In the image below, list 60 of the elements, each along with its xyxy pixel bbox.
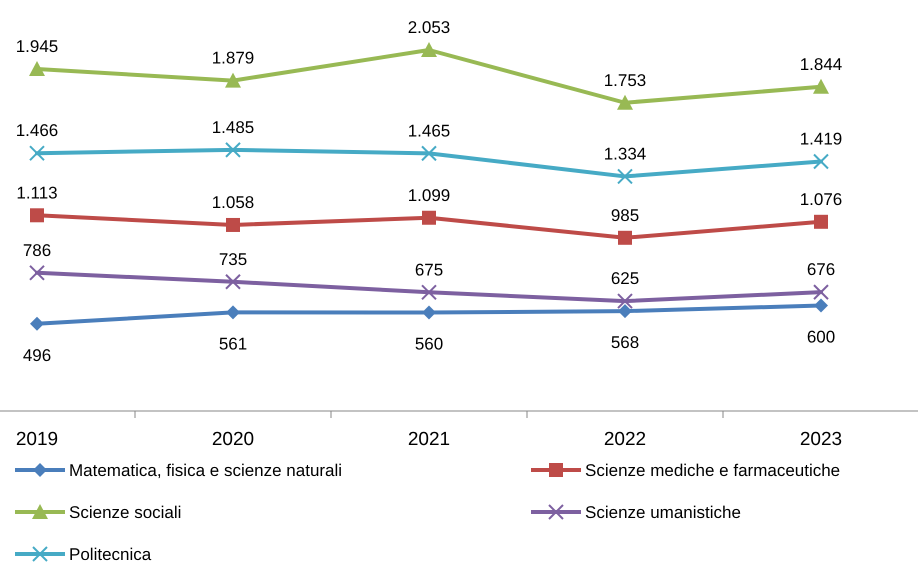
point (225, 274, 241, 290)
data-label: 1.485 (212, 118, 254, 137)
data-label: 1.844 (800, 54, 842, 74)
data-label: 496 (22, 346, 52, 365)
data-label: 1.419 (800, 129, 842, 148)
data-label: 1.076 (800, 190, 842, 209)
point (29, 145, 45, 162)
legend-label: Scienze umanistiche (585, 503, 741, 522)
point (422, 210, 436, 225)
data-label: 568 (610, 333, 640, 352)
data-label: 560 (414, 334, 444, 354)
data-label: 1.753 (604, 70, 646, 90)
point (814, 298, 828, 312)
point (225, 72, 241, 88)
point (618, 230, 632, 245)
data-label: 1.879 (212, 48, 254, 68)
point (226, 218, 240, 232)
data-label: 675 (414, 260, 444, 280)
point (29, 264, 45, 281)
point (421, 42, 437, 57)
x-tick-label: 2021 (408, 429, 450, 450)
point (814, 214, 828, 229)
point (29, 60, 45, 76)
point (813, 284, 829, 300)
data-label: 1.099 (408, 186, 450, 205)
point (421, 284, 437, 300)
data-label: 786 (22, 240, 52, 260)
point (422, 306, 436, 320)
data-label: 1.466 (16, 121, 58, 140)
point (421, 145, 437, 162)
point (618, 304, 632, 318)
legend-label: Scienze mediche e farmaceutiche (585, 461, 840, 480)
x-tick-label: 2020 (212, 429, 254, 450)
data-label: 985 (610, 206, 640, 225)
point (617, 293, 633, 310)
data-label: 1.334 (604, 144, 646, 164)
legend-label: Matematica, fisica e scienze naturali (69, 461, 342, 480)
data-label: 625 (610, 269, 640, 288)
data-label: 1.465 (408, 121, 450, 140)
point (30, 208, 44, 222)
x-tick-label: 2019 (16, 429, 58, 450)
data-label: 676 (806, 260, 836, 280)
data-label: 1.058 (212, 192, 254, 212)
point (617, 168, 633, 184)
data-label: 1.945 (16, 36, 58, 56)
x-tick-label: 2023 (800, 429, 842, 450)
data-label: 735 (218, 250, 248, 269)
point (225, 142, 241, 158)
data-label: 561 (218, 334, 248, 354)
legend-label: Politecnica (69, 545, 152, 563)
legend-label: Scienze sociali (69, 503, 182, 522)
point (30, 316, 44, 331)
data-label: 2.053 (408, 18, 450, 37)
data-label: 1.113 (16, 183, 58, 202)
point (813, 153, 829, 170)
data-label: 600 (806, 327, 836, 346)
point (226, 305, 240, 320)
point (617, 94, 633, 110)
point (813, 78, 829, 94)
x-tick-label: 2022 (604, 429, 646, 450)
